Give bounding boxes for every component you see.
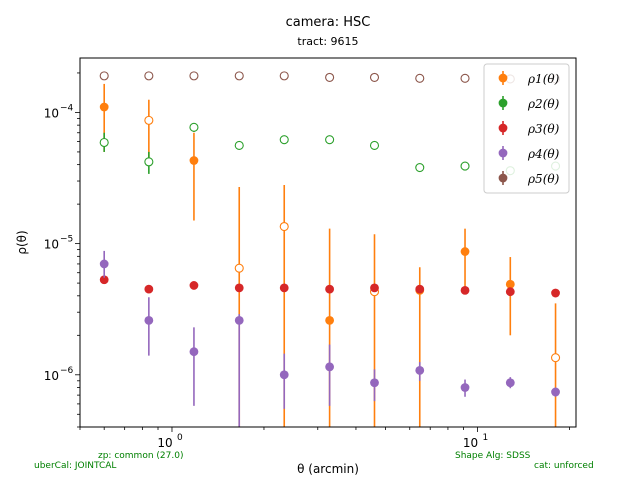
data-point: [551, 387, 560, 397]
data-point: [99, 275, 109, 285]
footnote-zp: zp: common (27.0): [98, 451, 184, 461]
data-point: [505, 279, 515, 289]
data-point-open: [144, 115, 154, 125]
data-point-open: [189, 122, 199, 132]
data-point-open: [234, 140, 244, 151]
chart-subtitle: tract: 9615: [297, 35, 359, 48]
data-point: [325, 362, 335, 372]
plot-frame: [79, 57, 577, 428]
series-5: [99, 71, 561, 84]
data-point: [279, 283, 289, 293]
x-tick-exponent: 0: [177, 433, 183, 443]
data-point: [505, 287, 515, 297]
data-point: [144, 284, 154, 294]
data-point: [460, 383, 470, 392]
chart-title: camera: HSC: [285, 15, 371, 30]
data-point: [99, 259, 109, 269]
data-point-open: [234, 263, 244, 273]
data-point: [234, 283, 244, 293]
x-tick-exponent: 1: [483, 433, 489, 443]
data-point-open: [279, 71, 289, 81]
legend-marker: [498, 73, 508, 83]
data-point-open: [325, 72, 335, 82]
data-point-open: [144, 71, 154, 81]
data-point: [415, 366, 425, 375]
data-point: [189, 156, 199, 165]
data-point: [505, 378, 515, 388]
data-point-open: [460, 73, 470, 83]
data-point-open: [279, 135, 289, 145]
legend-label: ρ3(θ): [527, 122, 560, 136]
data-point: [189, 347, 199, 357]
series-4: [99, 250, 560, 427]
footnote-cat: cat: unforced: [534, 461, 594, 471]
legend-label: ρ5(θ): [527, 172, 560, 186]
data-point: [370, 378, 379, 388]
data-point-open: [99, 137, 109, 148]
y-tick-exponent: −6: [60, 366, 74, 376]
data-point: [460, 285, 470, 295]
data-point-open: [369, 140, 380, 151]
x-tick-label: 10: [463, 436, 478, 450]
data-point-open: [415, 163, 425, 173]
data-layer: [99, 71, 561, 427]
series-3: [99, 275, 560, 298]
data-point-open: [369, 72, 380, 82]
data-point: [415, 284, 425, 294]
y-tick-exponent: −4: [60, 103, 74, 113]
data-point: [279, 370, 289, 380]
y-tick-exponent: −5: [60, 235, 73, 245]
y-tick-label: 10: [44, 106, 59, 120]
data-point-open: [279, 221, 289, 232]
data-point: [144, 315, 154, 325]
data-point-open: [415, 73, 425, 83]
y-tick-label: 10: [44, 369, 59, 383]
legend-marker: [498, 98, 508, 108]
data-point: [189, 281, 199, 290]
data-point: [325, 284, 335, 294]
data-point: [234, 315, 244, 325]
data-point: [551, 288, 560, 298]
data-point: [460, 247, 470, 256]
data-point-open: [99, 71, 109, 81]
legend-label: ρ2(θ): [527, 97, 560, 111]
legend-marker: [498, 173, 508, 183]
data-point: [370, 283, 379, 293]
x-axis-label: θ (arcmin): [297, 462, 359, 476]
series-1: [99, 83, 561, 427]
y-axis: 10−610−510 −4ρ(θ): [15, 72, 80, 428]
data-point-open: [325, 135, 335, 145]
data-point-open: [189, 71, 199, 81]
legend-marker: [498, 123, 508, 133]
series-2: [99, 122, 561, 176]
data-point: [325, 315, 335, 325]
legend-label: ρ1(θ): [527, 72, 560, 86]
data-point-open: [144, 157, 154, 167]
data-point-open: [460, 161, 470, 171]
legend-marker: [498, 148, 508, 158]
footnote-ubercal: uberCal: JOINTCAL: [34, 461, 117, 471]
data-point-open: [234, 71, 244, 81]
legend-label: ρ4(θ): [527, 147, 560, 161]
footnote-shape-alg: Shape Alg: SDSS: [455, 451, 531, 461]
legend-box: [483, 63, 570, 194]
x-tick-label: 10: [157, 436, 172, 450]
y-tick-label: 10: [44, 238, 59, 252]
legend: ρ1(θ) ρ2(θ) ρ3(θ) ρ4(θ) ρ5(θ): [483, 63, 570, 194]
data-point: [99, 102, 109, 112]
y-axis-label: ρ(θ): [15, 230, 29, 254]
data-point-open: [550, 353, 561, 363]
x-axis: 10 0 10 1 θ (arcmin): [79, 427, 570, 476]
